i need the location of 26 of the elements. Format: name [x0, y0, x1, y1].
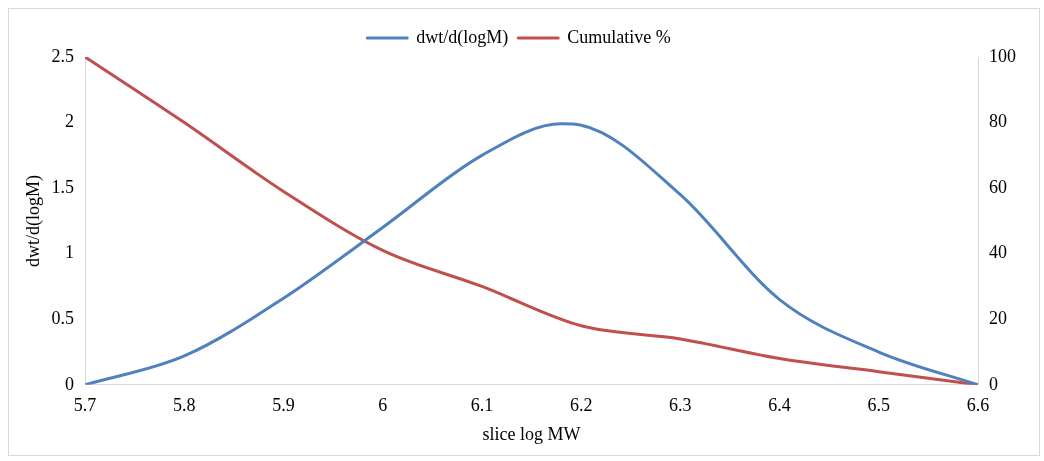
- y-tick-label: 2: [65, 111, 75, 132]
- y2-tick-label: 100: [989, 45, 1016, 66]
- x-tick-label: 6.5: [867, 395, 891, 416]
- x-tick-label: 6: [378, 395, 388, 416]
- y-tick-label: 1.5: [51, 176, 75, 197]
- x-tick-label: 5.9: [272, 395, 295, 416]
- y2-tick-label: 60: [989, 176, 1007, 197]
- x-tick-label: 6.3: [669, 395, 692, 416]
- y-tick-label: 2.5: [51, 45, 75, 66]
- y-tick-label: 1: [65, 242, 75, 263]
- x-axis-title: slice log MW: [482, 423, 581, 444]
- x-tick-label: 5.8: [173, 395, 196, 416]
- x-tick-label: 5.7: [73, 395, 97, 416]
- y-axis-title: dwt/d(logM): [22, 174, 44, 267]
- y2-tick-label: 40: [989, 242, 1007, 263]
- x-tick-label: 6.4: [768, 395, 791, 416]
- legend-label: Cumulative %: [567, 26, 671, 47]
- y2-tick-label: 0: [989, 373, 998, 394]
- y2-tick-label: 20: [989, 307, 1007, 328]
- y-tick-label: 0.5: [51, 307, 75, 328]
- x-tick-label: 6.6: [966, 395, 990, 416]
- x-tick-label: 6.2: [569, 395, 593, 416]
- y-tick-label: 0: [65, 373, 75, 394]
- legend-label: dwt/d(logM): [416, 26, 509, 48]
- x-tick-label: 6.1: [470, 395, 494, 416]
- y2-tick-label: 80: [989, 111, 1007, 132]
